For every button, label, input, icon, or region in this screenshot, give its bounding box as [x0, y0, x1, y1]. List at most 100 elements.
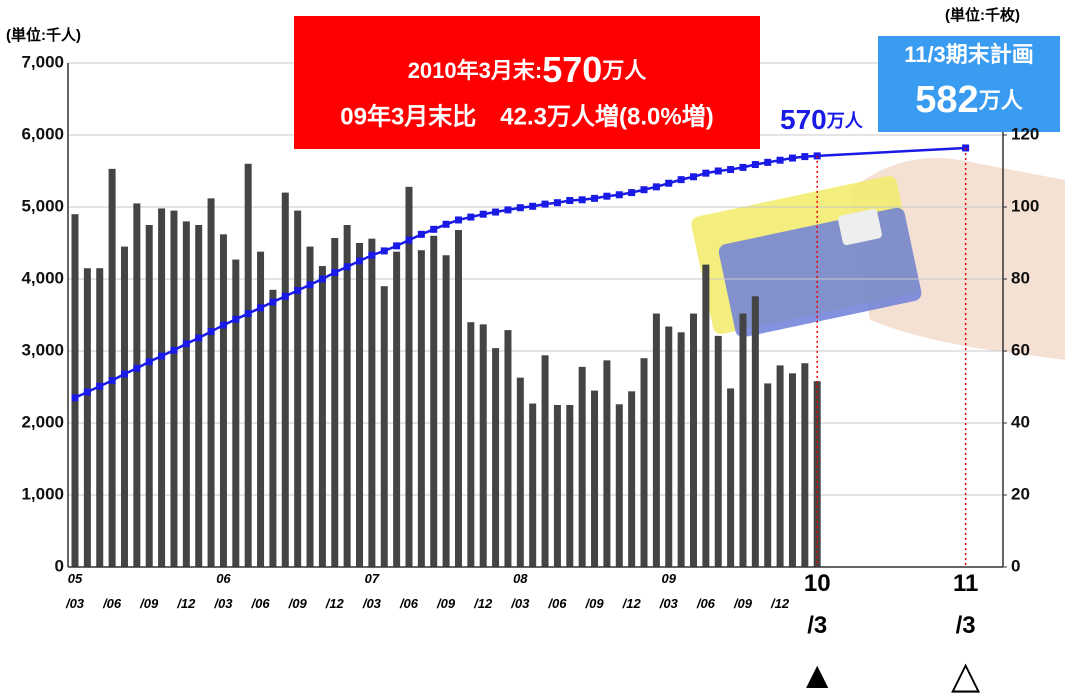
bar — [801, 363, 809, 567]
line-point — [776, 156, 784, 164]
line-point — [492, 208, 500, 216]
line-point — [714, 167, 722, 175]
x-tick-label: /09 — [436, 596, 456, 611]
bar — [677, 332, 685, 567]
line-point — [257, 304, 265, 312]
bar — [306, 246, 314, 567]
x-tick-label: /12 — [770, 596, 790, 611]
x-tick-label: 06/03 — [213, 571, 233, 611]
y-tick-label: 6,000 — [21, 124, 64, 143]
line-point — [578, 196, 586, 204]
bar — [727, 388, 735, 567]
bar — [652, 313, 660, 567]
line-point — [405, 236, 413, 244]
y2-tick-label: 0 — [1011, 556, 1020, 575]
line-point — [269, 298, 277, 306]
prefix: 2010年3月末: — [408, 58, 543, 83]
bar — [764, 383, 772, 567]
line-point — [727, 166, 735, 174]
bar — [170, 210, 178, 567]
main-annotation-line1: 2010年3月末:570万人 — [408, 49, 647, 90]
bar — [665, 326, 673, 567]
bar — [566, 405, 574, 567]
bar — [813, 381, 821, 567]
category-marker: △ — [951, 655, 981, 693]
bar — [145, 225, 153, 567]
x-tick-label: 05/03 — [65, 571, 85, 611]
line-point — [788, 154, 796, 162]
line-point — [182, 340, 190, 348]
bar — [690, 313, 697, 567]
bar — [776, 365, 784, 567]
y-tick-label: 3,000 — [21, 340, 64, 359]
bar — [492, 348, 500, 567]
y-tick-label: 1,000 — [21, 484, 64, 503]
bar — [71, 214, 79, 567]
line-point — [640, 186, 648, 194]
line-point — [170, 346, 178, 354]
line-point — [751, 161, 759, 169]
number: 570 — [780, 104, 827, 135]
line-point — [628, 189, 636, 197]
unit: 万人 — [978, 88, 1023, 113]
main-annotation-line2: 09年3月末比 42.3万人増(8.0%増) — [340, 102, 713, 130]
line-point — [331, 269, 339, 277]
y-tick-label: 4,000 — [21, 268, 64, 287]
bar — [257, 251, 265, 567]
bar — [479, 324, 487, 567]
bar — [591, 390, 599, 567]
bar — [269, 289, 277, 567]
bar — [380, 286, 388, 567]
y2-tick-label: 40 — [1011, 412, 1030, 431]
bar — [640, 358, 648, 567]
bar — [133, 203, 141, 567]
y2-tick-label: 60 — [1011, 340, 1030, 359]
bar — [331, 237, 339, 567]
line-point — [690, 173, 697, 181]
y2-tick-label: 20 — [1011, 484, 1030, 503]
line-point — [281, 292, 289, 300]
bar — [702, 264, 710, 567]
plan-box — [878, 36, 1060, 132]
bar — [504, 330, 512, 567]
x-tick-label: /06 — [547, 596, 567, 611]
line-point — [603, 192, 611, 200]
line-point — [652, 183, 660, 191]
line-point — [430, 225, 438, 233]
y2-tick-label: 100 — [1011, 196, 1039, 215]
line-point — [665, 179, 673, 187]
x-tick-label: /09 — [733, 596, 753, 611]
x-tick-label: /09 — [288, 596, 308, 611]
bar — [541, 355, 549, 567]
x-tick-label: 11/3 — [953, 570, 978, 639]
category-marker: ▲ — [798, 655, 836, 693]
line-point — [145, 358, 153, 366]
line-point — [368, 251, 376, 259]
x-tick-label: /12 — [622, 596, 642, 611]
line-point — [591, 194, 599, 202]
bar — [294, 210, 302, 567]
line-point — [71, 394, 79, 402]
line-point — [516, 204, 524, 212]
marks — [71, 144, 970, 568]
line-point — [764, 158, 772, 166]
x-tick-label: 08/03 — [510, 571, 530, 611]
line-point — [244, 310, 252, 318]
bar — [195, 225, 203, 567]
bar — [628, 391, 636, 567]
x-tick-label: /06 — [251, 596, 271, 611]
line-point — [158, 352, 166, 360]
y-tick-label: 5,000 — [21, 196, 64, 215]
number: 582 — [915, 79, 978, 121]
x-tick-label: /06 — [102, 596, 122, 611]
line-point — [541, 200, 549, 208]
line-point — [393, 242, 401, 250]
x-tick-label: 10/3 — [804, 570, 831, 639]
bar — [751, 296, 759, 567]
line-annotation: 570万人 — [780, 104, 864, 135]
x-tick-label: 09/03 — [659, 571, 679, 611]
bar — [788, 373, 796, 567]
line-point — [108, 377, 116, 385]
bar — [454, 230, 462, 568]
number: 570 — [542, 49, 602, 90]
